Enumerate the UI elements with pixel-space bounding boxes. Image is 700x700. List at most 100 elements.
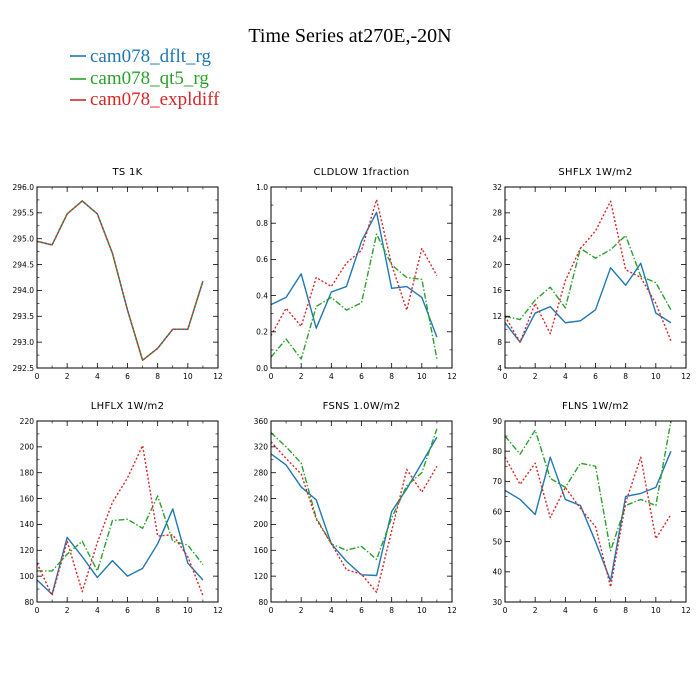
chart-panel-3: LHFLX 1W/m2 0 2 4 6 8 10 12 80 100 120 140 160 180 200… <box>20 401 223 615</box>
x-tick-label: 12 <box>447 372 457 381</box>
y-tick-label: 100 <box>20 572 35 581</box>
legend-label-2: cam078_expldiff <box>90 89 220 110</box>
x-tick-label: 4 <box>95 372 100 381</box>
y-tick-label: 1.0 <box>256 183 268 192</box>
series-line-2 <box>270 441 438 593</box>
chart-title: TS 1K <box>111 167 142 178</box>
y-tick-label: 40 <box>492 568 502 577</box>
series-line-2 <box>36 444 204 597</box>
y-tick-label: 296.0 <box>13 183 35 192</box>
x-tick-label: 0 <box>503 372 508 381</box>
y-tick-label: 295.5 <box>13 209 35 218</box>
x-tick-label: 2 <box>299 372 304 381</box>
x-tick-label: 12 <box>681 372 691 381</box>
x-tick-label: 8 <box>389 606 394 615</box>
chart-title: LHFLX 1W/m2 <box>91 401 164 412</box>
x-tick-label: 10 <box>651 606 661 615</box>
y-tick-label: 0.8 <box>256 219 268 228</box>
y-tick-label: 220 <box>20 417 35 426</box>
y-tick-label: 240 <box>254 494 269 503</box>
y-tick-label: 120 <box>254 572 269 581</box>
y-tick-label: 80 <box>24 598 34 607</box>
x-tick-label: 10 <box>183 372 193 381</box>
chart-panel-4: FSNS 1.0W/m2 0 2 4 6 8 10 12 80 120 160 200 240 280 32… <box>254 401 457 615</box>
y-tick-label: 70 <box>492 477 502 486</box>
y-tick-label: 0.0 <box>256 364 268 373</box>
series-line-0 <box>36 508 204 595</box>
chart-panel-1: CLDLOW 1fraction 0 2 4 6 8 10 12 0.0 0.2 0.4 0.6 0.8… <box>256 167 457 381</box>
legend-item-1: cam078_qt5_rg <box>70 68 209 89</box>
x-tick-label: 6 <box>359 606 364 615</box>
x-tick-label: 12 <box>213 372 223 381</box>
x-tick-label: 2 <box>65 372 70 381</box>
y-tick-label: 320 <box>254 443 269 452</box>
x-tick-label: 6 <box>125 606 130 615</box>
y-tick-label: 24 <box>492 235 502 244</box>
x-tick-label: 4 <box>95 606 100 615</box>
chart-panel-5: FLNS 1W/m2 0 2 4 6 8 10 12 30 40 50 60 70 80 90 <box>492 401 691 615</box>
y-tick-label: 295.0 <box>13 235 35 244</box>
x-tick-label: 2 <box>533 372 538 381</box>
x-tick-label: 4 <box>563 606 568 615</box>
series-line-1 <box>37 495 204 572</box>
y-tick-label: 60 <box>492 507 502 516</box>
y-tick-label: 20 <box>492 260 502 269</box>
y-tick-label: 200 <box>254 520 269 529</box>
x-tick-label: 12 <box>213 606 223 615</box>
y-tick-label: 4 <box>497 364 502 373</box>
x-tick-label: 12 <box>681 606 691 615</box>
series-line-2 <box>504 200 672 343</box>
y-tick-label: 8 <box>497 338 502 347</box>
x-tick-label: 8 <box>623 606 628 615</box>
figure-title: Time Series at270E,-20N <box>248 25 451 47</box>
y-tick-label: 16 <box>492 286 502 295</box>
x-tick-label: 2 <box>65 606 70 615</box>
x-tick-label: 6 <box>593 606 598 615</box>
x-tick-label: 10 <box>417 372 427 381</box>
legend-label-0: cam078_dflt_rg <box>90 46 212 67</box>
legend-label-1: cam078_qt5_rg <box>90 68 209 89</box>
x-tick-label: 12 <box>447 606 457 615</box>
legend-item-2: cam078_expldiff <box>70 89 220 110</box>
y-tick-label: 293.5 <box>13 312 35 321</box>
y-tick-label: 90 <box>492 417 502 426</box>
chart-title: CLDLOW 1fraction <box>314 167 410 178</box>
y-tick-label: 50 <box>492 537 502 546</box>
y-tick-label: 30 <box>492 598 502 607</box>
y-tick-label: 32 <box>492 183 502 192</box>
y-tick-label: 0.4 <box>256 291 268 300</box>
y-tick-label: 280 <box>254 469 269 478</box>
series-line-2 <box>504 456 672 588</box>
x-tick-label: 6 <box>359 372 364 381</box>
x-tick-label: 6 <box>593 372 598 381</box>
series-line-0 <box>270 436 438 577</box>
series-line-1 <box>270 428 438 561</box>
chart-title: FLNS 1W/m2 <box>562 401 629 412</box>
y-tick-label: 360 <box>254 417 269 426</box>
series-line-0 <box>504 262 672 343</box>
x-tick-label: 0 <box>269 606 274 615</box>
series-line-2 <box>36 200 204 361</box>
y-tick-label: 160 <box>254 546 269 555</box>
x-tick-label: 0 <box>35 372 40 381</box>
x-tick-label: 0 <box>35 606 40 615</box>
y-tick-label: 294.0 <box>13 286 35 295</box>
chart-panel-0: TS 1K 0 2 4 6 8 10 12 292.5 293.0 293.5 294.0 294.5 2… <box>13 167 223 381</box>
x-tick-label: 8 <box>623 372 628 381</box>
y-tick-label: 160 <box>20 494 35 503</box>
y-tick-label: 12 <box>492 312 502 321</box>
x-tick-label: 0 <box>503 606 508 615</box>
x-tick-label: 4 <box>563 372 568 381</box>
x-tick-label: 10 <box>417 606 427 615</box>
y-tick-label: 80 <box>258 598 268 607</box>
y-tick-label: 294.5 <box>13 260 35 269</box>
x-tick-label: 10 <box>183 606 193 615</box>
x-tick-label: 2 <box>533 606 538 615</box>
x-tick-label: 2 <box>299 606 304 615</box>
x-tick-label: 0 <box>269 372 274 381</box>
x-tick-label: 10 <box>651 372 661 381</box>
chart-title: FSNS 1.0W/m2 <box>323 401 401 412</box>
legend-item-0: cam078_dflt_rg <box>70 46 212 67</box>
